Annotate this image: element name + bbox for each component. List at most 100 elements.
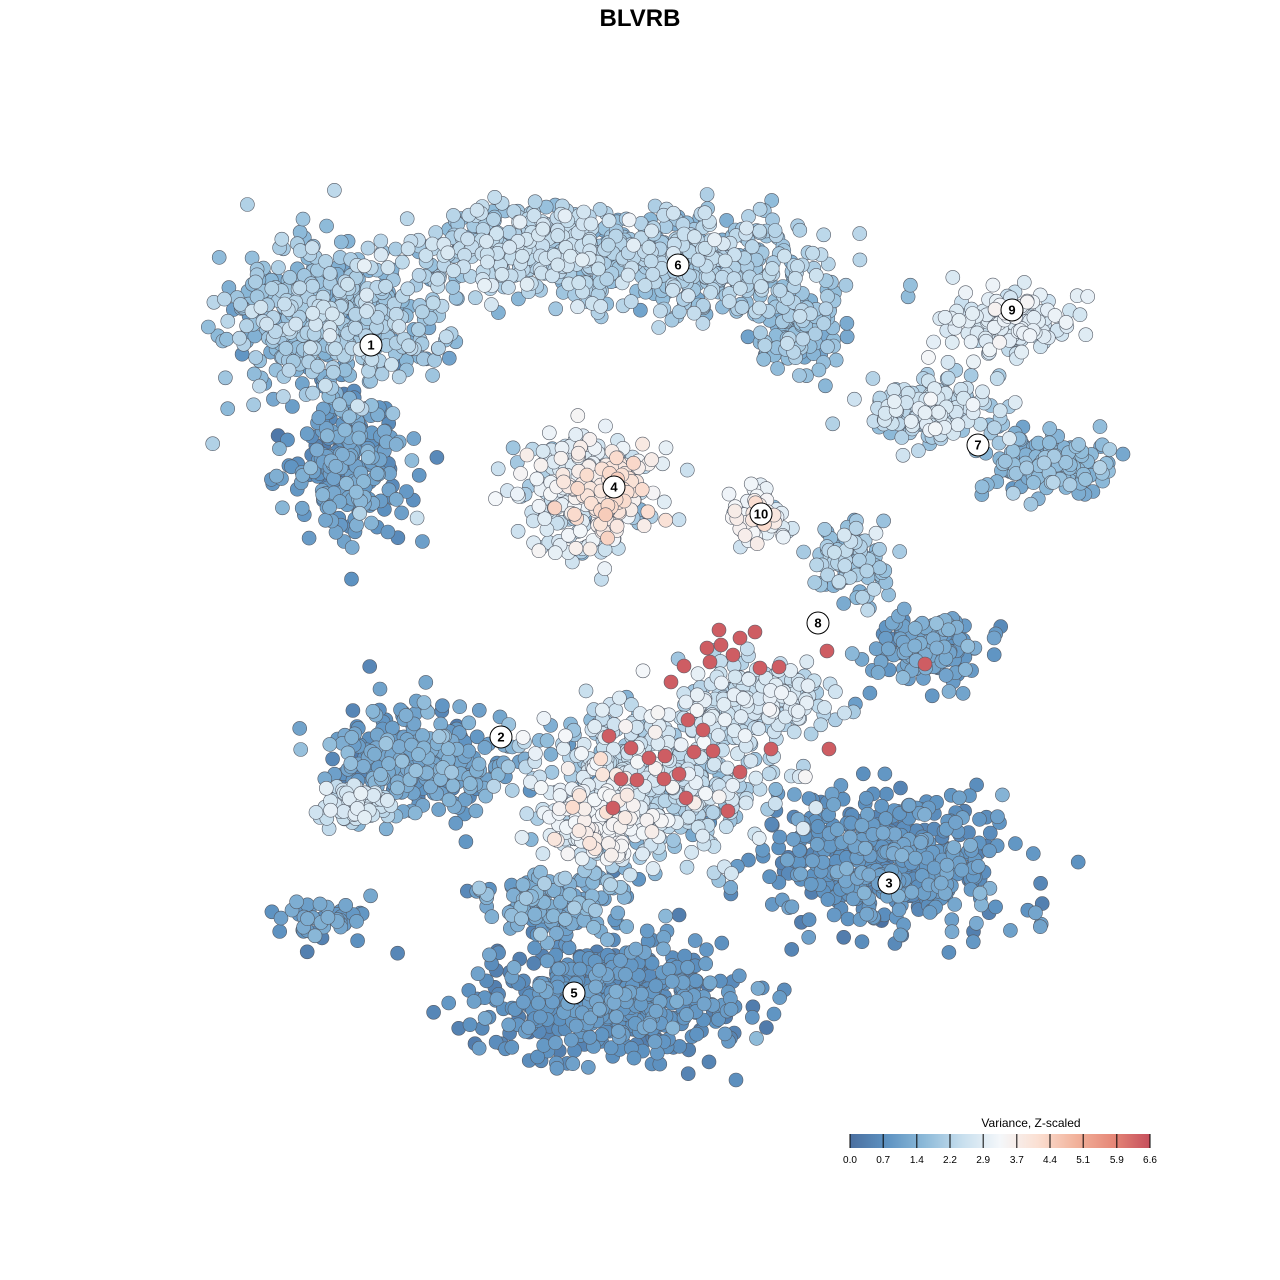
cell-point bbox=[950, 417, 966, 433]
cell-point bbox=[743, 753, 759, 769]
cell-point bbox=[446, 263, 461, 279]
cell-point bbox=[626, 1050, 642, 1066]
cell-point bbox=[1005, 485, 1021, 501]
cell-point bbox=[350, 398, 365, 414]
cell-point bbox=[598, 418, 613, 434]
cell-point bbox=[302, 340, 318, 356]
cell-point bbox=[248, 274, 263, 290]
cell-point bbox=[363, 888, 378, 904]
cell-point bbox=[299, 426, 315, 442]
cell-point bbox=[944, 335, 960, 350]
cell-point bbox=[477, 1010, 493, 1026]
cell-point bbox=[446, 208, 461, 223]
cell-point bbox=[917, 405, 933, 421]
cell-point bbox=[753, 279, 769, 294]
cell-point bbox=[470, 966, 486, 982]
cell-point bbox=[854, 934, 870, 950]
cell-point bbox=[390, 945, 405, 961]
cell-point bbox=[808, 268, 824, 283]
cell-point bbox=[586, 920, 601, 935]
cell-point bbox=[648, 978, 664, 994]
cell-point bbox=[514, 830, 530, 845]
cell-point bbox=[323, 802, 338, 818]
cell-point bbox=[891, 902, 907, 918]
cell-point bbox=[275, 389, 291, 404]
cell-point bbox=[725, 778, 741, 793]
cell-point bbox=[411, 467, 427, 483]
cell-point bbox=[369, 466, 385, 481]
cell-point bbox=[359, 287, 375, 303]
cell-point bbox=[530, 1049, 545, 1065]
cell-point bbox=[406, 431, 422, 446]
cell-point bbox=[462, 1017, 478, 1032]
cell-point bbox=[772, 990, 788, 1005]
cell-point bbox=[356, 258, 372, 274]
cell-point bbox=[301, 530, 317, 546]
cell-point bbox=[847, 391, 862, 407]
cell-point bbox=[556, 741, 571, 757]
cell-point bbox=[639, 923, 655, 939]
cell-point bbox=[527, 194, 543, 209]
cell-point bbox=[318, 512, 333, 528]
cell-point bbox=[839, 861, 854, 876]
cell-point bbox=[378, 821, 394, 837]
cell-point bbox=[992, 403, 1008, 419]
cell-point bbox=[799, 654, 815, 670]
cell-point bbox=[820, 892, 836, 907]
cell-point bbox=[471, 702, 487, 718]
cell-point bbox=[345, 703, 361, 718]
cell-point bbox=[792, 308, 808, 324]
cell-point bbox=[877, 766, 893, 782]
cell-point bbox=[572, 961, 588, 977]
cell-point bbox=[502, 239, 517, 255]
cell-point bbox=[671, 907, 687, 923]
cell-point bbox=[528, 746, 543, 761]
cell-point bbox=[756, 351, 772, 367]
cell-point bbox=[809, 837, 825, 852]
cell-point bbox=[608, 984, 624, 999]
cell-point bbox=[551, 961, 567, 977]
cell-point bbox=[870, 665, 886, 680]
cell-point bbox=[741, 852, 756, 868]
cell-point bbox=[635, 846, 650, 862]
cell-point bbox=[770, 361, 785, 376]
cell-point bbox=[859, 563, 875, 579]
cell-point bbox=[793, 866, 808, 882]
cell-point bbox=[904, 884, 920, 900]
cell-point bbox=[872, 541, 887, 557]
cell-point bbox=[1036, 455, 1052, 471]
cell-point bbox=[727, 669, 743, 685]
cell-point bbox=[400, 281, 416, 297]
cell-point bbox=[1033, 875, 1048, 891]
cell-point bbox=[486, 212, 501, 227]
cell-point bbox=[568, 427, 584, 442]
cell-point bbox=[1070, 854, 1086, 870]
cell-point bbox=[408, 763, 424, 778]
cell-point bbox=[697, 205, 713, 220]
cell-point bbox=[205, 436, 220, 452]
cell-point bbox=[696, 996, 712, 1012]
cell-point bbox=[272, 441, 287, 457]
cell-point bbox=[721, 294, 737, 309]
cell-point bbox=[378, 736, 394, 751]
cell-point bbox=[907, 850, 923, 866]
cell-point bbox=[1092, 460, 1108, 475]
cell-point bbox=[893, 927, 908, 943]
cell-point bbox=[705, 805, 721, 820]
cell-point bbox=[349, 914, 364, 929]
cell-point bbox=[571, 275, 587, 291]
cell-point bbox=[384, 357, 399, 372]
cell-point bbox=[777, 248, 792, 264]
cell-point bbox=[818, 301, 834, 317]
cell-point bbox=[1019, 460, 1034, 476]
cell-point bbox=[373, 767, 388, 782]
cell-point bbox=[894, 848, 910, 863]
cell-point bbox=[858, 840, 873, 856]
cell-point bbox=[990, 809, 1005, 825]
cell-point bbox=[441, 995, 457, 1011]
cell-point bbox=[416, 695, 432, 710]
cell-point bbox=[411, 322, 426, 337]
cell-point bbox=[322, 328, 338, 343]
cell-point bbox=[690, 666, 706, 682]
cell-point bbox=[399, 484, 414, 499]
